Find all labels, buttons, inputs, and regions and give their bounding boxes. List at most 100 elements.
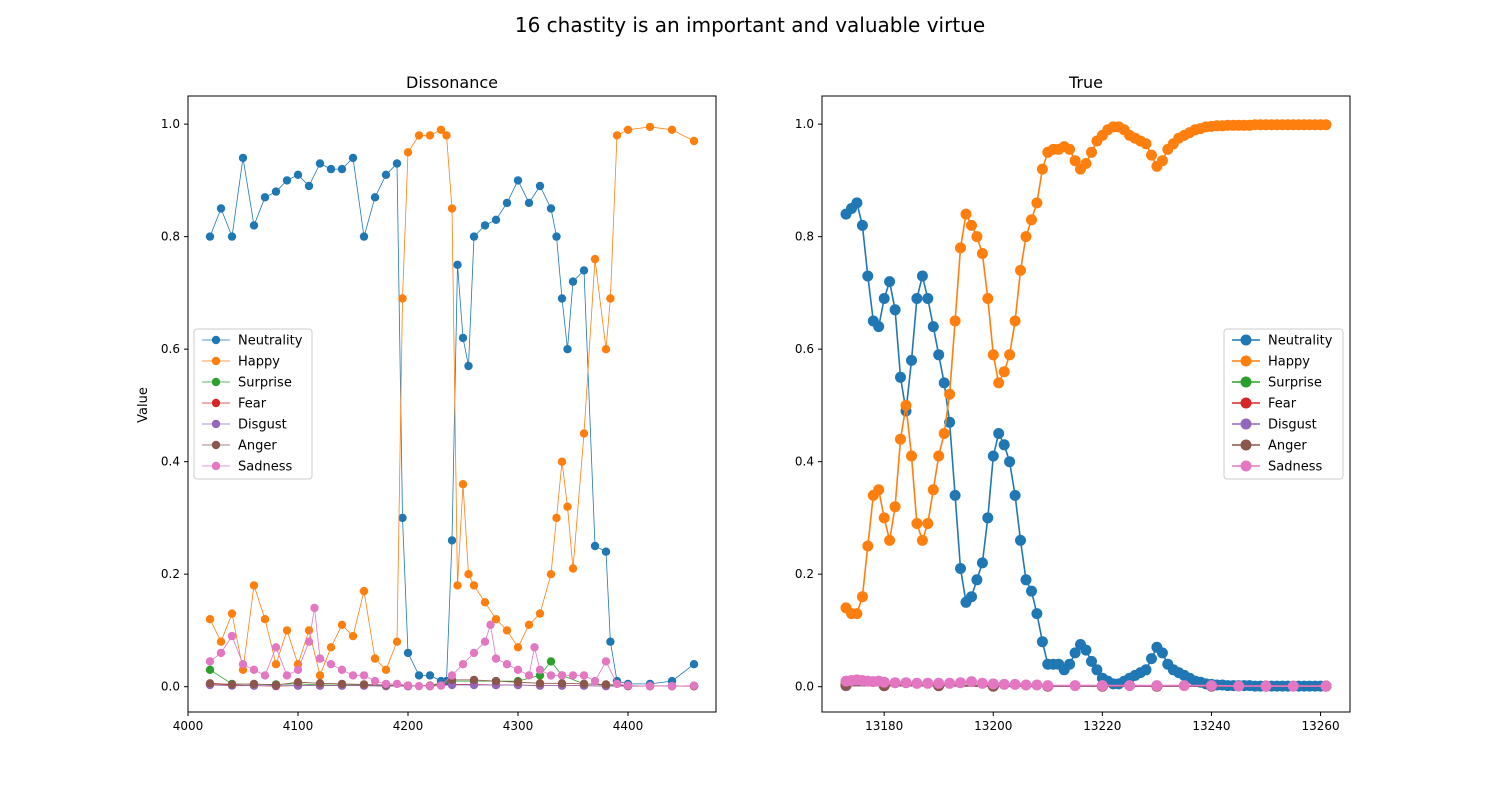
true-series-group (840, 119, 1332, 692)
true-legend-label: Disgust (1268, 418, 1317, 433)
dissonance-legend-swatch-marker (211, 377, 221, 387)
dissonance-happy-point (612, 131, 622, 140)
dissonance-sadness-point (249, 665, 259, 674)
true-legend-item-happy: Happy (1232, 355, 1310, 370)
dissonance-legend-label: Disgust (238, 418, 287, 433)
true-y-tick-label: 1.0 (795, 117, 814, 131)
true-happy-point (900, 399, 912, 411)
true-happy-point (889, 501, 901, 513)
dissonance-sadness-point (348, 671, 358, 680)
dissonance-neutrality-point (425, 671, 435, 680)
true-happy-point (993, 377, 1005, 389)
dissonance-neutrality-point (557, 294, 567, 303)
dissonance-legend-swatch-marker (211, 419, 221, 429)
true-happy-point (911, 518, 923, 529)
true-sadness-point (1287, 680, 1299, 692)
true-happy-point (966, 219, 977, 231)
dissonance-happy-point (315, 671, 325, 680)
dissonance-sadness-point (513, 665, 523, 674)
true-neutrality-point (927, 321, 939, 333)
dissonance-happy-point (414, 131, 424, 140)
true-sadness-point (944, 677, 956, 689)
dissonance-neutrality-point (370, 193, 380, 202)
dissonance-happy-point (667, 125, 677, 134)
dissonance-neutrality-point (348, 153, 358, 163)
true-happy-point (884, 534, 896, 546)
dissonance-x-tick-label: 4000 (173, 719, 204, 733)
true-plot-title: True (1068, 73, 1103, 92)
true-happy-point (971, 231, 983, 243)
dissonance-happy-point (392, 637, 402, 646)
true-happy-point (949, 315, 961, 327)
dissonance-sadness-point (480, 637, 490, 646)
dissonance-happy-point (370, 654, 380, 663)
true-sadness-point (878, 676, 890, 688)
true-legend-item-anger: Anger (1232, 439, 1307, 454)
dissonance-plot-title: Dissonance (406, 73, 498, 92)
dissonance-legend-label: Neutrality (238, 334, 303, 349)
dissonance-legend-label: Happy (238, 355, 280, 370)
dissonance-happy-point (436, 125, 446, 134)
dissonance-legend-label: Anger (238, 439, 277, 454)
true-neutrality-point (998, 439, 1010, 451)
dissonance-happy-point (568, 564, 578, 573)
true-neutrality-point (922, 293, 934, 304)
dissonance-sadness-point (612, 679, 622, 689)
true-legend-label: Surprise (1268, 376, 1322, 391)
dissonance-sadness-point (623, 681, 633, 690)
dissonance-happy-point (590, 254, 600, 264)
dissonance-legend-item-anger: Anger (202, 439, 277, 454)
dissonance-series-sadness (205, 603, 699, 691)
dissonance-neutrality-point (398, 513, 407, 523)
dissonance-neutrality-point (513, 176, 523, 185)
true-neutrality-point (906, 354, 917, 366)
dissonance-anger-point (293, 678, 303, 687)
dissonance-happy-point (563, 502, 572, 511)
dissonance-happy-point (645, 122, 655, 132)
dissonance-happy-point (557, 457, 567, 466)
true-sadness-point (1096, 680, 1108, 692)
true-sadness-point (1151, 680, 1163, 692)
dissonance-sadness-point (238, 660, 248, 669)
dissonance-neutrality-point (447, 536, 457, 545)
dissonance-neutrality-point (249, 221, 259, 230)
dissonance-happy-point (442, 131, 451, 140)
dissonance-happy-point (480, 598, 490, 607)
dissonance-anger-point (469, 675, 479, 685)
true-neutrality-point (1009, 489, 1021, 501)
dissonance-neutrality-point (601, 547, 611, 556)
dissonance-anger-point (601, 680, 611, 689)
dissonance-sadness-point (645, 681, 655, 691)
dissonance-sadness-point (546, 671, 556, 680)
true-neutrality-point (911, 293, 923, 304)
true-neutrality-point (1064, 658, 1076, 670)
dissonance-y-axis-label: Value (136, 387, 151, 423)
true-legend-swatch-marker (1240, 418, 1252, 430)
true-legend-swatch-marker (1240, 376, 1252, 388)
true-y-tick-label: 0.8 (795, 230, 814, 244)
true-legend-item-sadness: Sadness (1232, 460, 1322, 475)
true-neutrality-point (1015, 534, 1026, 546)
true-neutrality-point (993, 428, 1005, 439)
dissonance-sadness-point (310, 603, 319, 613)
true-happy-point (873, 484, 885, 496)
true-neutrality-point (1091, 664, 1103, 676)
true-happy-point (906, 450, 917, 462)
dissonance-happy-point (326, 643, 336, 652)
dissonance-anger-point (579, 679, 589, 689)
dissonance-x-tick-label: 4200 (393, 719, 424, 733)
dissonance-happy-point (282, 626, 292, 635)
true-sadness-point (1031, 679, 1043, 691)
true-happy-point (982, 293, 994, 304)
true-legend-swatch-marker (1240, 334, 1252, 346)
true-legend-label: Happy (1268, 355, 1310, 370)
dissonance-sadness-point (359, 671, 369, 680)
dissonance-sadness-point (381, 679, 391, 689)
dissonance-neutrality-point (689, 660, 699, 669)
true-x-tick-label: 13180 (865, 719, 903, 733)
true-x-tick-label: 13200 (974, 719, 1012, 733)
true-sadness-point (955, 677, 966, 689)
dissonance-sadness-point (260, 671, 270, 680)
dissonance-neutrality-point (524, 198, 534, 208)
